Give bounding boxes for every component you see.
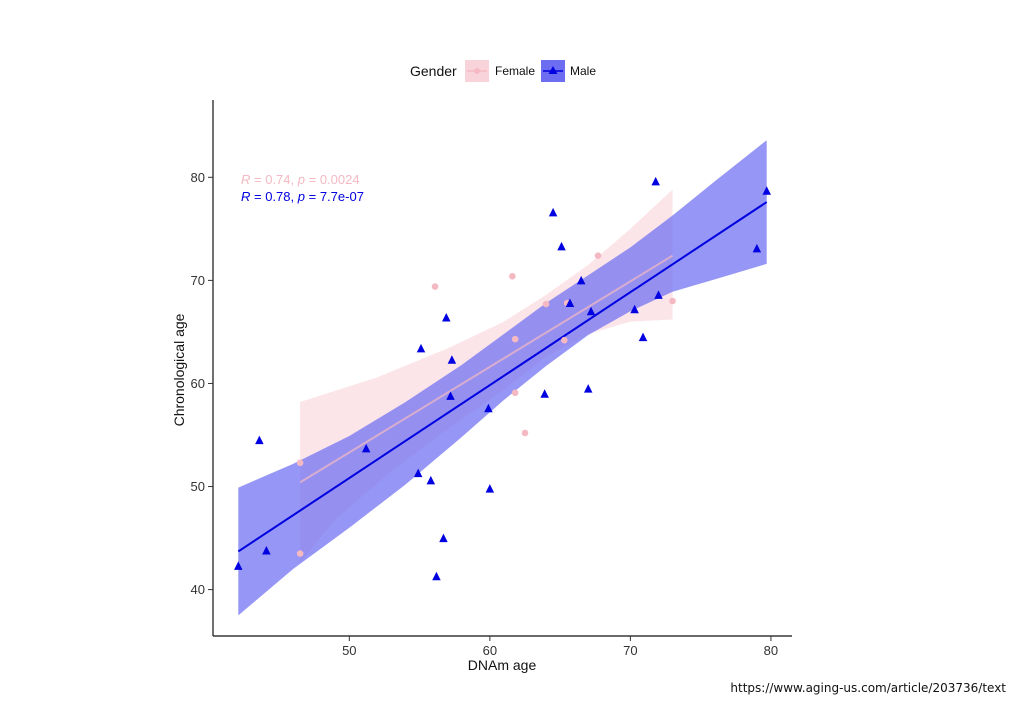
data-point-male xyxy=(447,355,457,364)
x-tick-label: 50 xyxy=(342,643,356,658)
data-point-male xyxy=(361,443,371,453)
stat-male: R = 0.78, p = 7.7e-07 xyxy=(241,189,364,204)
data-point-female xyxy=(509,272,516,280)
y-tick-label: 70 xyxy=(191,273,205,288)
legend-label-female: Female xyxy=(495,64,535,78)
data-point-male xyxy=(557,241,566,251)
stat-female-p: 0.0024 xyxy=(320,172,360,187)
data-point-male xyxy=(548,207,558,217)
data-point-male xyxy=(485,484,495,493)
legend-label-male: Male xyxy=(570,64,596,78)
legend-key-male xyxy=(541,60,565,82)
data-point-male xyxy=(583,384,593,393)
legend: Gender Female Male xyxy=(410,60,596,82)
data-point-male xyxy=(234,561,243,570)
x-axis-ticks: 50 60 70 80 xyxy=(342,636,778,658)
data-point-male xyxy=(565,298,575,308)
data-point-male xyxy=(752,243,762,253)
data-point-female xyxy=(296,550,304,557)
data-point-male xyxy=(432,571,441,581)
data-point-male xyxy=(413,468,423,478)
stat-male-p: 7.7e-07 xyxy=(320,189,364,204)
stat-female-r: 0.74 xyxy=(265,172,290,187)
data-point-female xyxy=(542,300,550,308)
data-point-male xyxy=(638,332,648,342)
regression-line-female xyxy=(299,254,674,484)
data-point-male xyxy=(262,545,271,555)
correlation-stats: R = 0.74, p = 0.0024 R = 0.78, p = 7.7e-… xyxy=(241,172,364,204)
data-point-male xyxy=(446,391,455,400)
data-point-male xyxy=(586,306,596,316)
stat-female: R = 0.74, p = 0.0024 xyxy=(241,172,360,187)
data-point-female xyxy=(594,252,602,259)
y-tick-label: 80 xyxy=(191,170,205,185)
regression-lines xyxy=(237,201,768,553)
data-point-female xyxy=(296,459,304,467)
y-axis-ticks: 40 50 60 70 80 xyxy=(191,170,213,597)
axes: 50 60 70 80 40 50 60 70 80 DNAm age Chronologic… xyxy=(171,100,792,673)
stat-male-r: 0.78 xyxy=(265,189,290,204)
y-tick-label: 60 xyxy=(191,376,205,391)
data-point-female xyxy=(521,429,529,437)
y-tick-label: 40 xyxy=(191,582,205,597)
x-tick-label: 80 xyxy=(764,643,778,658)
data-point-male xyxy=(540,389,549,398)
data-point-male xyxy=(630,304,639,314)
data-point-male xyxy=(416,343,426,353)
legend-title: Gender xyxy=(410,63,457,79)
data-point-female xyxy=(511,335,519,343)
legend-key-female xyxy=(465,60,489,82)
data-point-male xyxy=(651,176,660,186)
data-point-male xyxy=(426,475,436,485)
data-point-male xyxy=(654,290,663,299)
data-point-male xyxy=(442,312,451,322)
data-point-male xyxy=(255,435,264,445)
x-tick-label: 70 xyxy=(623,643,637,658)
data-point-male xyxy=(484,403,493,413)
data-point-female xyxy=(431,283,439,290)
data-point-female xyxy=(511,389,519,397)
data-point-male xyxy=(576,275,586,285)
data-point-female xyxy=(669,297,676,305)
data-point-male xyxy=(762,186,771,195)
data-point-male xyxy=(439,533,448,543)
source-url: https://www.aging-us.com/article/203736/… xyxy=(730,681,1006,695)
y-axis-title: Chronological age xyxy=(171,313,187,426)
data-point-female xyxy=(561,336,568,344)
data-points xyxy=(234,176,771,581)
x-axis-title: DNAm age xyxy=(468,657,537,673)
x-tick-label: 60 xyxy=(483,643,497,658)
regression-line-male xyxy=(237,201,768,553)
y-tick-label: 50 xyxy=(191,479,205,494)
